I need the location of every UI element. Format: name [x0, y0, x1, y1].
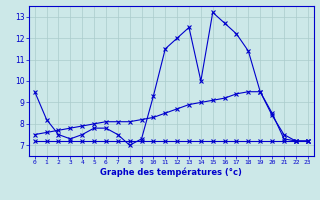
X-axis label: Graphe des températures (°c): Graphe des températures (°c)	[100, 168, 242, 177]
